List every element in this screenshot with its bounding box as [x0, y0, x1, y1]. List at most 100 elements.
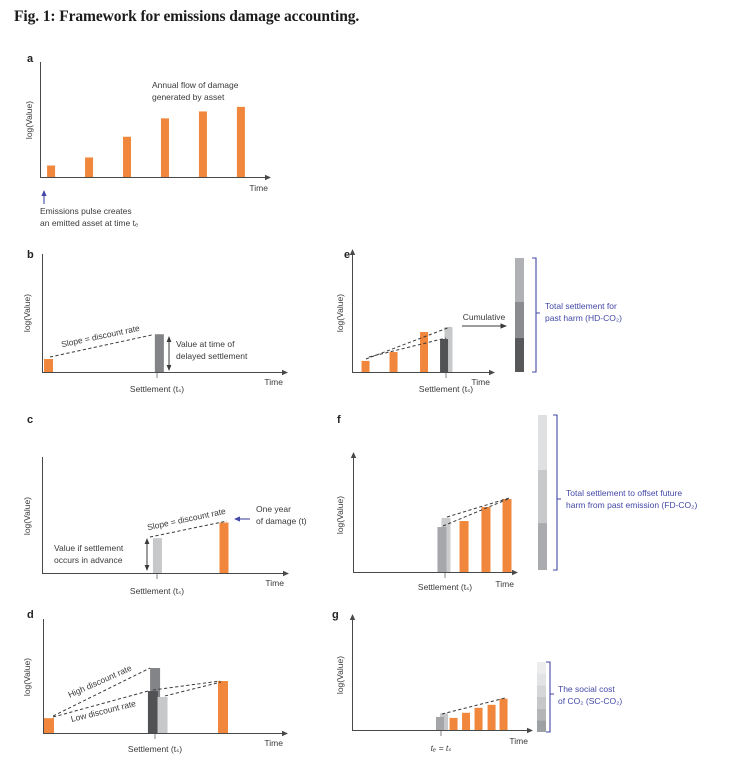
dashed-discount-line	[49, 334, 153, 358]
value-double-arrowhead-top	[166, 336, 172, 342]
one-year-label-line1: One year	[256, 504, 291, 514]
bar	[502, 498, 512, 572]
bar	[123, 136, 132, 177]
panel-b-letter: b	[27, 249, 34, 261]
panel-a-letter: a	[27, 53, 34, 65]
stack-segment	[537, 673, 546, 686]
advance-value-label-line2: occurs in advance	[54, 555, 123, 565]
emissions-pulse-arrowhead	[41, 190, 47, 196]
settlement-label: Settlement (tₛ)	[418, 582, 472, 592]
total-settlement-bracket	[553, 414, 561, 571]
panel-f-ylabel: log(Value)	[335, 496, 345, 534]
panel-d-ylabel: log(Value)	[22, 658, 32, 696]
bar	[440, 713, 449, 730]
panel-b-xlabel: Time	[264, 377, 283, 387]
fd-co2-label-line2: harm from past emission (FD-CO₂)	[566, 500, 697, 510]
dashed-discount-line	[149, 520, 227, 538]
bar	[152, 538, 162, 573]
panel-c: c log(Value) Time Slope = discount rate …	[22, 414, 307, 596]
dashed-discount-line	[365, 326, 451, 360]
dashed-discount-line	[164, 681, 222, 697]
bar	[44, 359, 54, 372]
bar	[154, 334, 164, 372]
settlement-label: Settlement (tₛ)	[130, 586, 184, 596]
dashed-discount-line	[368, 337, 447, 358]
bar	[198, 111, 207, 177]
pulse-caption-line1: Emissions pulse creates	[40, 206, 132, 216]
panel-e-letter: e	[344, 249, 350, 261]
bar	[218, 681, 228, 733]
bar	[436, 716, 444, 730]
panel-g-ylabel: log(Value)	[335, 656, 345, 694]
stack-segment	[537, 720, 546, 732]
panel-b-ylabel: log(Value)	[22, 294, 32, 332]
settlement-label: Settlement (tₛ)	[128, 744, 182, 754]
pulse-caption-line2: an emitted asset at time tₑ	[40, 218, 138, 228]
x-axis-arrowhead	[527, 727, 533, 734]
delayed-value-label-line2: delayed settlement	[176, 351, 248, 361]
one-year-label-line2: of damage (t)	[256, 516, 307, 526]
x-axis-arrowhead	[282, 369, 288, 376]
bar	[499, 698, 508, 730]
panel-g-xlabel: Time	[509, 736, 528, 746]
bar	[44, 718, 54, 733]
bar	[361, 360, 370, 372]
x-axis-arrowhead	[283, 570, 289, 577]
panel-c-ylabel: log(Value)	[22, 497, 32, 535]
panel-a-ylabel: log(Value)	[24, 101, 34, 139]
y-axis-arrowhead	[349, 614, 356, 620]
bar	[157, 696, 168, 733]
dashed-discount-line	[52, 667, 151, 717]
slope-discount-rate-label: Slope = discount rate	[60, 323, 141, 349]
bar	[462, 712, 471, 730]
stack-segment	[538, 470, 547, 524]
advance-double-arrowhead-top	[144, 538, 150, 544]
y-axis-arrowhead	[349, 249, 356, 255]
stack-segment	[538, 523, 547, 570]
bar	[147, 691, 158, 733]
cumulative-arrowhead	[500, 323, 507, 329]
stack-segment	[515, 258, 524, 303]
panel-a-xlabel: Time	[249, 183, 268, 193]
panel-e: e log(Value) Time Cumulative Settlement …	[335, 249, 622, 394]
total-settlement-bracket	[532, 257, 540, 373]
stack-segment	[515, 302, 524, 339]
panel-g: g log(Value) Time tₑ = tₛ The social cos…	[332, 609, 622, 753]
panel-b: b log(Value) Time Slope = discount rate …	[22, 249, 288, 394]
high-discount-rate-label: High discount rate	[66, 663, 133, 700]
x-axis-arrowhead	[512, 569, 518, 576]
bar	[440, 338, 449, 372]
x-axis-arrowhead	[265, 174, 271, 181]
panel-e-ylabel: log(Value)	[335, 294, 345, 332]
stack-segment	[537, 697, 546, 709]
advance-value-label-line1: Value if settlement	[54, 543, 124, 553]
value-double-arrowhead-bottom	[166, 365, 172, 371]
panel-c-xlabel: Time	[265, 578, 284, 588]
stack-segment	[515, 338, 524, 372]
social-cost-bracket	[546, 661, 554, 733]
y-axis-arrowhead	[350, 452, 357, 458]
bar	[444, 327, 453, 372]
panel-d-letter: d	[27, 609, 34, 621]
bar	[437, 527, 447, 572]
settlement-label: Settlement (tₛ)	[130, 384, 184, 394]
annual-flow-label-line2: generated by asset	[152, 92, 225, 102]
dashed-discount-line	[152, 680, 221, 691]
annual-flow-label-line1: Annual flow of damage	[152, 80, 239, 90]
low-discount-rate-label: Low discount rate	[70, 698, 137, 724]
stack-segment	[537, 708, 546, 721]
advance-double-arrowhead-bottom	[144, 565, 150, 571]
bar	[487, 704, 496, 730]
panel-a: a log(Value) Time Annual flow of damage …	[24, 53, 271, 228]
dashed-discount-line	[446, 497, 510, 518]
hd-co2-label-line2: past harm (HD-CO₂)	[545, 313, 622, 323]
cumulative-label: Cumulative	[463, 312, 506, 322]
sc-co2-label-line2: of CO₂ (SC-CO₂)	[558, 696, 622, 706]
bar	[160, 118, 169, 177]
bar	[219, 522, 229, 573]
panel-f-xlabel: Time	[495, 579, 514, 589]
figure-title: Fig. 1: Framework for emissions damage a…	[14, 8, 360, 25]
bar	[420, 331, 429, 372]
panel-e-xlabel: Time	[471, 377, 490, 387]
